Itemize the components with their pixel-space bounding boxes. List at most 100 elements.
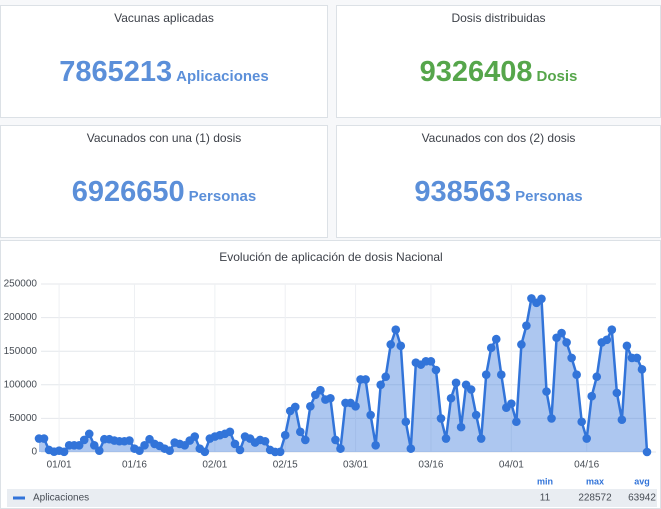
- legend-label: Aplicaciones: [33, 493, 89, 504]
- point: [637, 365, 647, 374]
- stat-value: 9326408: [419, 56, 533, 88]
- legend-stat-value: 11: [540, 493, 551, 504]
- x-tick-label: 03/01: [343, 460, 368, 471]
- point: [306, 402, 315, 411]
- point: [316, 385, 325, 395]
- point: [351, 402, 360, 411]
- point: [295, 427, 305, 437]
- stat-value-row: 7865213 Aplicaciones: [1, 56, 327, 89]
- point: [125, 436, 134, 445]
- x-tick-label: 03/16: [418, 460, 443, 471]
- y-tick-label: 150000: [4, 346, 38, 357]
- point: [401, 417, 411, 427]
- point: [466, 385, 476, 394]
- point: [572, 370, 581, 380]
- panel-title: Vacunados con una (1) dosis: [86, 131, 242, 145]
- stat-panel: Vacunados con una (1) dosis 6926650 Person…: [0, 125, 328, 238]
- stat-value: 6926650: [71, 176, 185, 208]
- point: [376, 380, 385, 390]
- legend-stat-header: min: [537, 476, 553, 486]
- point: [496, 370, 506, 380]
- point: [366, 410, 375, 420]
- point: [326, 393, 335, 403]
- point: [587, 391, 597, 401]
- point: [280, 430, 290, 440]
- chart-panel: Evolución de aplicación de dosis Naciona…: [0, 240, 661, 509]
- point: [622, 341, 632, 351]
- point: [406, 444, 416, 453]
- point: [301, 435, 310, 445]
- point: [491, 334, 501, 344]
- x-tick-label: 04/01: [499, 460, 524, 471]
- legend-stat-header: avg: [634, 476, 650, 486]
- point: [512, 417, 521, 427]
- point: [135, 446, 144, 455]
- point: [336, 444, 345, 453]
- point: [547, 414, 556, 423]
- point: [446, 393, 456, 403]
- y-tick-label: 100000: [4, 379, 38, 390]
- point: [275, 447, 285, 457]
- x-tick-label: 02/01: [202, 460, 227, 471]
- stat-value-row: 9326408 Dosis: [337, 56, 660, 89]
- point: [607, 325, 617, 334]
- y-tick-label: 200000: [4, 312, 38, 323]
- stat-unit: Aplicaciones: [176, 68, 269, 85]
- point: [74, 440, 84, 450]
- point: [79, 435, 89, 445]
- point: [617, 415, 627, 425]
- point: [230, 439, 240, 449]
- chart: Evolución de aplicación de dosis Naciona…: [4, 250, 657, 507]
- point: [94, 446, 104, 455]
- y-tick-label: 250000: [4, 279, 38, 290]
- point: [290, 402, 300, 412]
- point: [562, 338, 571, 347]
- x-tick-label: 01/16: [122, 460, 147, 471]
- point: [140, 440, 149, 450]
- area: [39, 298, 647, 452]
- point: [381, 372, 391, 382]
- x-tick-label: 04/16: [574, 460, 599, 471]
- point: [517, 340, 526, 349]
- stat-unit: Personas: [515, 188, 583, 205]
- point: [200, 447, 210, 457]
- point: [507, 399, 516, 408]
- y-tick-label: 0: [31, 447, 37, 458]
- point: [642, 447, 652, 457]
- point: [592, 372, 602, 382]
- point: [235, 445, 245, 455]
- point: [331, 435, 340, 445]
- point: [391, 325, 401, 334]
- legend-stat-value: 228572: [578, 493, 612, 504]
- panel-title: Dosis distribuidas: [451, 11, 546, 25]
- panel-title: Vacunas aplicadas: [114, 11, 214, 25]
- point: [361, 375, 370, 384]
- point: [456, 422, 466, 432]
- point: [537, 294, 546, 304]
- point: [59, 447, 69, 457]
- point: [602, 335, 612, 345]
- point: [471, 410, 481, 420]
- point: [39, 434, 49, 443]
- point: [165, 446, 174, 455]
- point: [451, 378, 461, 388]
- point: [371, 440, 380, 450]
- point: [476, 434, 486, 443]
- legend-background: [7, 489, 657, 507]
- point: [557, 328, 566, 338]
- point: [542, 387, 551, 396]
- point: [582, 434, 592, 443]
- point: [89, 440, 99, 450]
- point: [612, 388, 622, 398]
- x-tick-label: 01/01: [47, 460, 72, 471]
- stat-panel: Vacunas aplicadas 7865213 Aplicaciones: [0, 5, 328, 118]
- stat-panel: Vacunados con dos (2) dosis 938563 Persona…: [336, 125, 661, 238]
- point: [481, 370, 491, 380]
- point: [84, 429, 94, 439]
- stat-value: 7865213: [59, 56, 173, 88]
- y-tick-label: 50000: [9, 413, 37, 424]
- x-tick-label: 02/15: [273, 460, 298, 471]
- stat-value-row: 6926650 Personas: [1, 176, 327, 209]
- point: [225, 427, 235, 437]
- legend-stat-header: max: [586, 476, 604, 486]
